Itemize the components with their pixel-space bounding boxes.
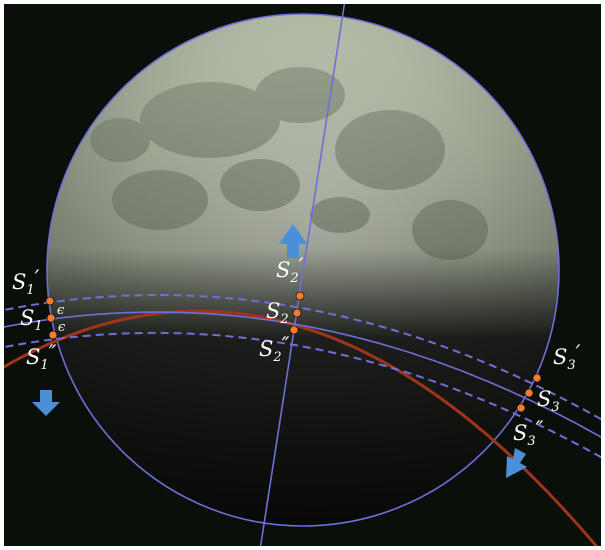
sample-points — [45, 291, 542, 413]
point-s3-dprime — [516, 403, 526, 413]
down-arrow-left-icon — [32, 390, 60, 416]
label-s1-dprime: S1″ — [26, 341, 57, 373]
point-s2-prime — [295, 291, 305, 301]
moon-limb-circle — [46, 13, 560, 527]
down-arrow-right-icon — [506, 448, 527, 478]
point-s1 — [46, 313, 56, 323]
epsilon-upper: ϵ — [57, 303, 65, 318]
label-s3-dprime: S3″ — [513, 417, 544, 449]
point-labels: S1′ S1 S1″ S2′ S2 S2″ S3′ S3 S3″ — [12, 254, 581, 449]
arrows — [32, 224, 527, 478]
label-s2-dprime: S2″ — [259, 333, 290, 365]
label-s3: S3 — [537, 387, 560, 415]
point-s3 — [524, 388, 534, 398]
axis-line — [259, 4, 346, 546]
epsilon-lower: ϵ — [58, 320, 66, 335]
middle-arc — [4, 311, 601, 439]
upper-dashed-arc — [4, 294, 601, 421]
label-s2: S2 — [266, 299, 289, 327]
shadow-edge-arc — [4, 309, 599, 546]
label-s2-prime: S2′ — [276, 254, 304, 286]
point-s3-prime — [532, 373, 542, 383]
lower-dashed-arc — [4, 331, 601, 459]
label-s1: S1 — [20, 306, 43, 334]
point-s1-dprime — [48, 330, 58, 340]
point-s1-prime — [45, 296, 55, 306]
label-s1-prime: S1′ — [12, 266, 40, 298]
point-s2 — [292, 308, 302, 318]
label-s3-prime: S3′ — [553, 341, 581, 373]
up-arrow-icon — [279, 224, 307, 258]
point-s2-dprime — [289, 325, 299, 335]
